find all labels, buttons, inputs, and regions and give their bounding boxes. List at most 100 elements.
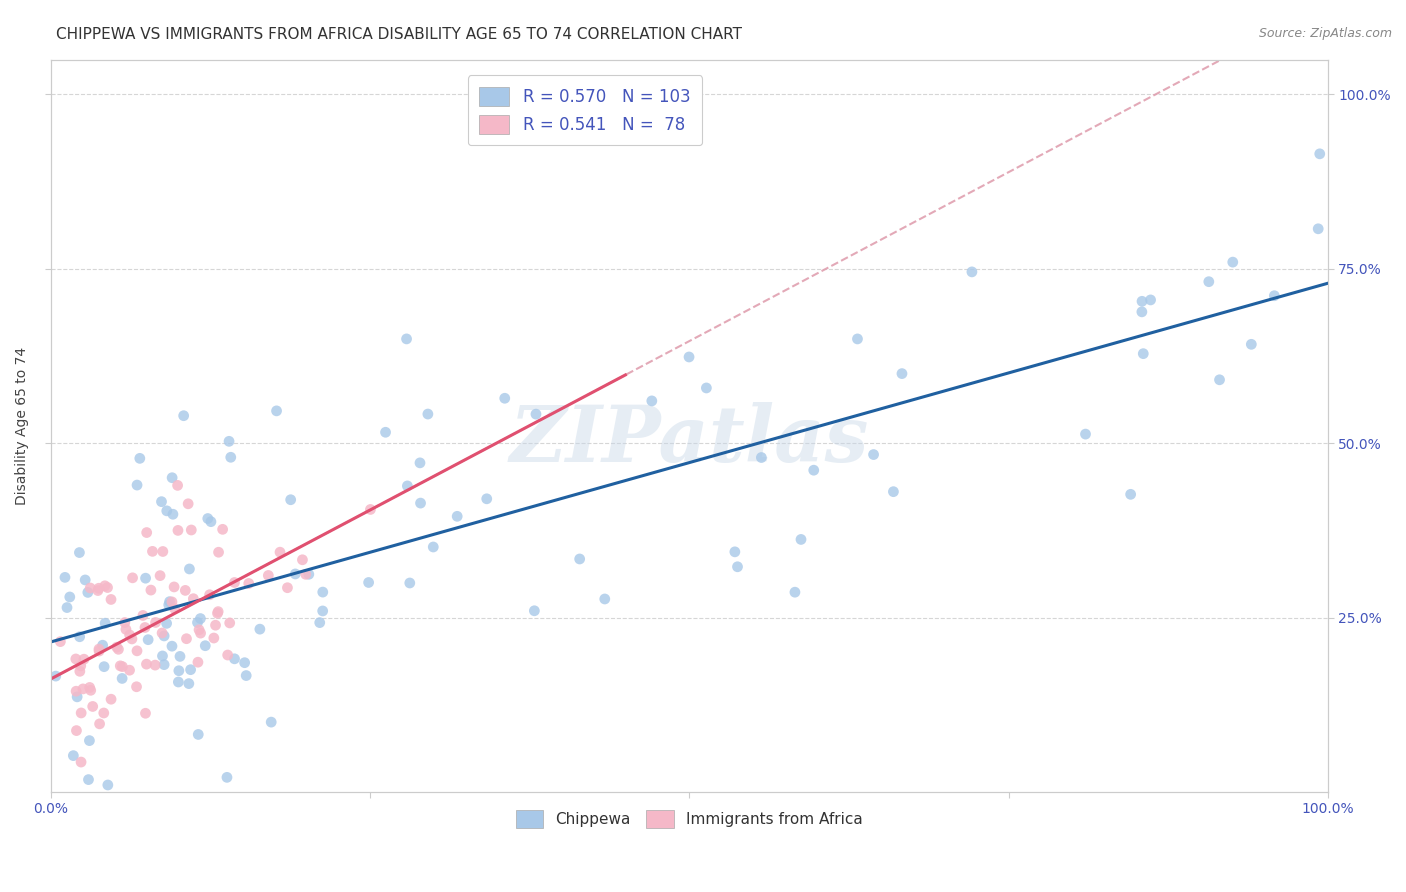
Point [1222, 255, 1244, 269]
Point [179, 562, 201, 576]
Point [87, 581, 110, 595]
Point [118, 663, 141, 677]
Point [143, 658, 166, 673]
Point [312, 585, 335, 599]
Point [65, 684, 87, 698]
Point [284, 566, 307, 581]
Point [695, 381, 717, 395]
Point [523, 604, 546, 618]
Point [82, 699, 104, 714]
Point [395, 332, 418, 346]
Point [155, 616, 177, 631]
Point [114, 615, 136, 630]
Point [77, 772, 100, 787]
Point [135, 657, 157, 672]
Point [312, 604, 335, 618]
Point [446, 509, 468, 524]
Point [80, 683, 103, 698]
Point [276, 581, 298, 595]
Point [121, 632, 143, 646]
Text: Source: ZipAtlas.com: Source: ZipAtlas.com [1258, 27, 1392, 40]
Point [398, 576, 420, 591]
Point [69, 665, 91, 679]
Point [374, 425, 396, 440]
Point [93, 659, 115, 673]
Point [218, 434, 240, 449]
Point [65, 652, 87, 666]
Point [568, 552, 591, 566]
Point [150, 494, 173, 508]
Point [159, 594, 181, 608]
Text: ZIPatlas: ZIPatlas [509, 402, 869, 479]
Y-axis label: Disability Age 65 to 74: Disability Age 65 to 74 [15, 347, 30, 505]
Point [115, 623, 138, 637]
Point [174, 583, 197, 598]
Point [200, 515, 222, 529]
Point [1309, 146, 1331, 161]
Point [110, 658, 132, 673]
Point [136, 632, 159, 647]
Point [149, 568, 172, 582]
Point [1074, 427, 1097, 442]
Point [62, 748, 84, 763]
Point [298, 567, 321, 582]
Point [134, 706, 156, 721]
Point [97, 778, 120, 792]
Point [524, 407, 547, 421]
Point [1198, 275, 1220, 289]
Point [111, 672, 134, 686]
Point [134, 620, 156, 634]
Point [1130, 305, 1153, 319]
Point [167, 675, 190, 690]
Point [91, 638, 114, 652]
Point [157, 598, 180, 612]
Point [190, 611, 212, 625]
Point [125, 478, 148, 492]
Point [94, 616, 117, 631]
Point [156, 504, 179, 518]
Point [66, 690, 89, 704]
Point [150, 626, 173, 640]
Point [132, 608, 155, 623]
Point [121, 571, 143, 585]
Point [593, 591, 616, 606]
Point [70, 755, 93, 769]
Point [145, 615, 167, 630]
Point [187, 655, 209, 669]
Point [69, 658, 91, 673]
Point [139, 583, 162, 598]
Point [67, 545, 90, 559]
Point [235, 668, 257, 682]
Point [224, 575, 246, 590]
Point [53, 570, 76, 584]
Point [219, 450, 242, 465]
Point [65, 723, 87, 738]
Point [790, 533, 813, 547]
Point [1139, 293, 1161, 307]
Point [233, 656, 256, 670]
Text: CHIPPEWA VS IMMIGRANTS FROM AFRICA DISABILITY AGE 65 TO 74 CORRELATION CHART: CHIPPEWA VS IMMIGRANTS FROM AFRICA DISAB… [56, 27, 742, 42]
Point [166, 478, 188, 492]
Point [169, 649, 191, 664]
Point [183, 591, 205, 606]
Point [357, 575, 380, 590]
Point [188, 623, 211, 637]
Point [125, 644, 148, 658]
Point [803, 463, 825, 477]
Point [89, 717, 111, 731]
Point [167, 524, 190, 538]
Point [107, 642, 129, 657]
Point [79, 581, 101, 595]
Point [176, 632, 198, 646]
Point [79, 733, 101, 747]
Point [87, 642, 110, 657]
Point [59, 590, 82, 604]
Point [1119, 487, 1142, 501]
Point [180, 663, 202, 677]
Point [678, 350, 700, 364]
Point [56, 600, 79, 615]
Point [217, 648, 239, 662]
Point [160, 471, 183, 485]
Point [494, 391, 516, 405]
Point [960, 265, 983, 279]
